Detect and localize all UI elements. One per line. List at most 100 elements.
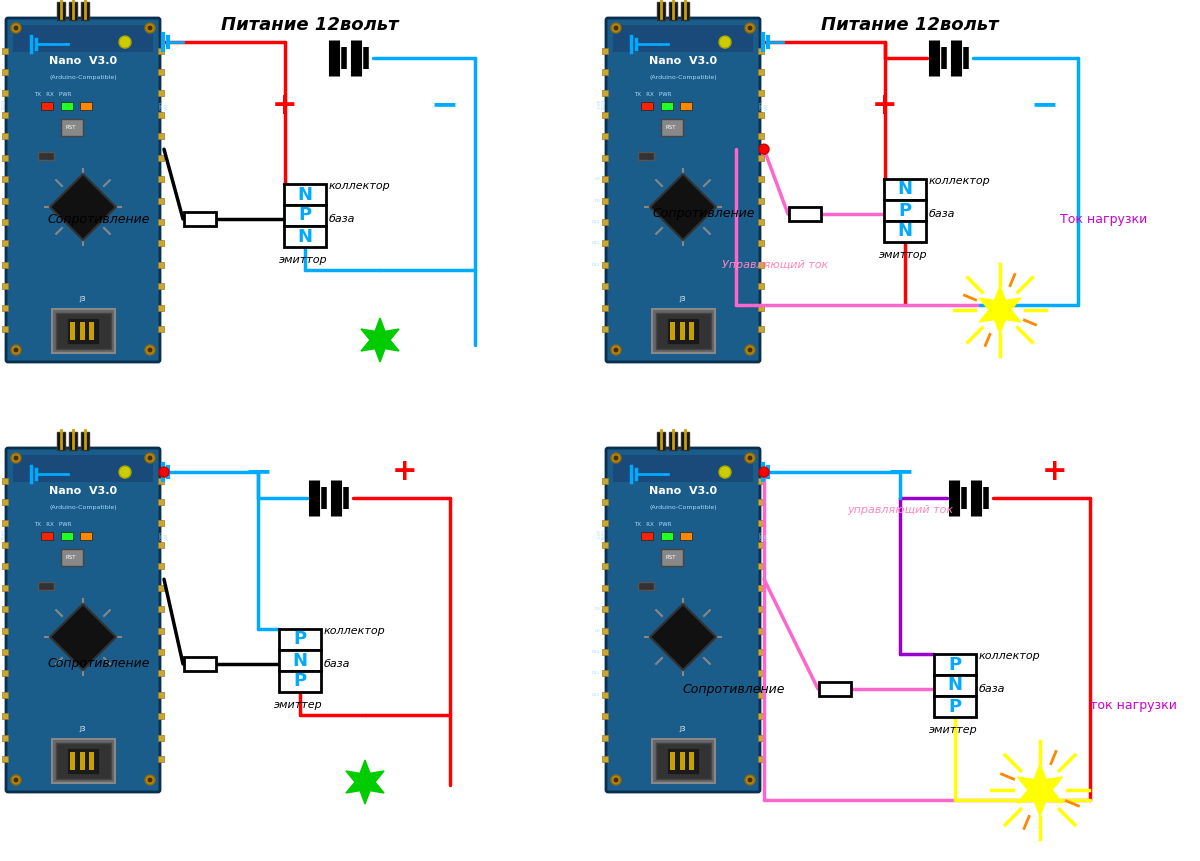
Bar (278, 650, 322, 671)
Text: Nano  V3.0: Nano V3.0 (49, 56, 118, 65)
Bar (884, 221, 926, 242)
Bar (671, 322, 676, 340)
Text: RST: RST (66, 125, 77, 130)
Text: база: база (329, 214, 355, 224)
Text: GND
VIN: GND VIN (760, 101, 769, 109)
Text: J3: J3 (79, 726, 86, 732)
Text: J3: J3 (679, 296, 686, 302)
Text: D12: D12 (592, 263, 600, 267)
Bar (2, 606, 8, 612)
Bar (641, 102, 653, 110)
Text: ток нагрузки: ток нагрузки (1090, 698, 1177, 711)
Circle shape (745, 453, 755, 463)
Bar (602, 305, 608, 311)
Bar (652, 739, 714, 784)
Bar (758, 155, 764, 161)
Text: Управляющий ток: Управляющий ток (722, 260, 828, 270)
Bar (2, 326, 8, 332)
Bar (60, 531, 72, 540)
Bar (758, 649, 764, 655)
Text: (Arduino-Compatible): (Arduino-Compatible) (649, 75, 716, 80)
Bar (2, 112, 8, 118)
Circle shape (13, 777, 18, 783)
Text: −: − (431, 89, 458, 121)
Text: N: N (948, 677, 962, 695)
Bar (758, 47, 764, 53)
Text: Nano  V3.0: Nano V3.0 (649, 56, 718, 65)
Bar (284, 184, 326, 205)
Bar (184, 212, 216, 226)
Bar (184, 657, 216, 671)
Circle shape (13, 455, 18, 461)
Bar (680, 753, 685, 770)
Bar (80, 102, 92, 110)
Bar (158, 47, 164, 53)
Bar (660, 102, 672, 110)
Bar (158, 240, 164, 246)
Bar (758, 112, 764, 118)
Text: D10: D10 (592, 220, 600, 224)
Bar (602, 671, 608, 677)
Bar (67, 318, 98, 344)
Polygon shape (1018, 764, 1062, 816)
Bar (671, 753, 676, 770)
Circle shape (719, 466, 731, 478)
Polygon shape (361, 318, 400, 362)
Text: D9: D9 (594, 199, 600, 202)
Bar (158, 262, 164, 268)
Circle shape (11, 775, 22, 785)
Bar (602, 219, 608, 225)
Bar (758, 219, 764, 225)
Text: RST: RST (66, 554, 77, 560)
Bar (758, 305, 764, 311)
Text: P: P (899, 201, 912, 220)
Bar (278, 671, 322, 692)
Circle shape (11, 453, 22, 463)
Bar (602, 478, 608, 484)
Bar (158, 649, 164, 655)
Text: коллектор: коллектор (929, 176, 991, 186)
Text: GND
VIN: GND VIN (760, 530, 769, 540)
Bar (758, 585, 764, 591)
Text: база: база (979, 684, 1006, 694)
Bar (71, 322, 76, 340)
Bar (2, 305, 8, 311)
Circle shape (145, 345, 155, 355)
Text: P: P (948, 655, 961, 673)
Bar (790, 207, 821, 221)
Bar (2, 177, 8, 183)
Bar (158, 177, 164, 183)
Bar (655, 743, 710, 779)
Bar (158, 734, 164, 740)
Circle shape (760, 468, 769, 477)
Bar (758, 90, 764, 96)
Bar (158, 585, 164, 591)
FancyBboxPatch shape (606, 448, 760, 792)
Polygon shape (346, 760, 384, 804)
Bar (602, 585, 608, 591)
Text: N: N (898, 181, 912, 199)
Circle shape (119, 466, 131, 478)
Bar (60, 548, 83, 566)
Bar (80, 2, 89, 20)
Text: D11: D11 (592, 241, 600, 245)
Bar (602, 112, 608, 118)
Text: TX   RX   PWR: TX RX PWR (35, 523, 72, 527)
Text: D8: D8 (594, 177, 600, 181)
Text: GND
VIN: GND VIN (160, 530, 168, 540)
Bar (884, 200, 926, 221)
Bar (80, 432, 89, 450)
Text: −: − (1031, 89, 1060, 121)
Bar (158, 133, 164, 139)
Bar (758, 283, 764, 289)
Bar (602, 649, 608, 655)
Text: Питание 12вольт: Питание 12вольт (821, 16, 998, 34)
Text: TX   RX   PWR: TX RX PWR (635, 523, 672, 527)
Bar (602, 628, 608, 634)
Bar (2, 563, 8, 569)
Bar (689, 322, 695, 340)
Bar (2, 585, 8, 591)
Circle shape (745, 775, 755, 785)
Text: TX   RX   PWR: TX RX PWR (635, 92, 672, 97)
Text: эмиттер: эмиттер (929, 725, 977, 735)
